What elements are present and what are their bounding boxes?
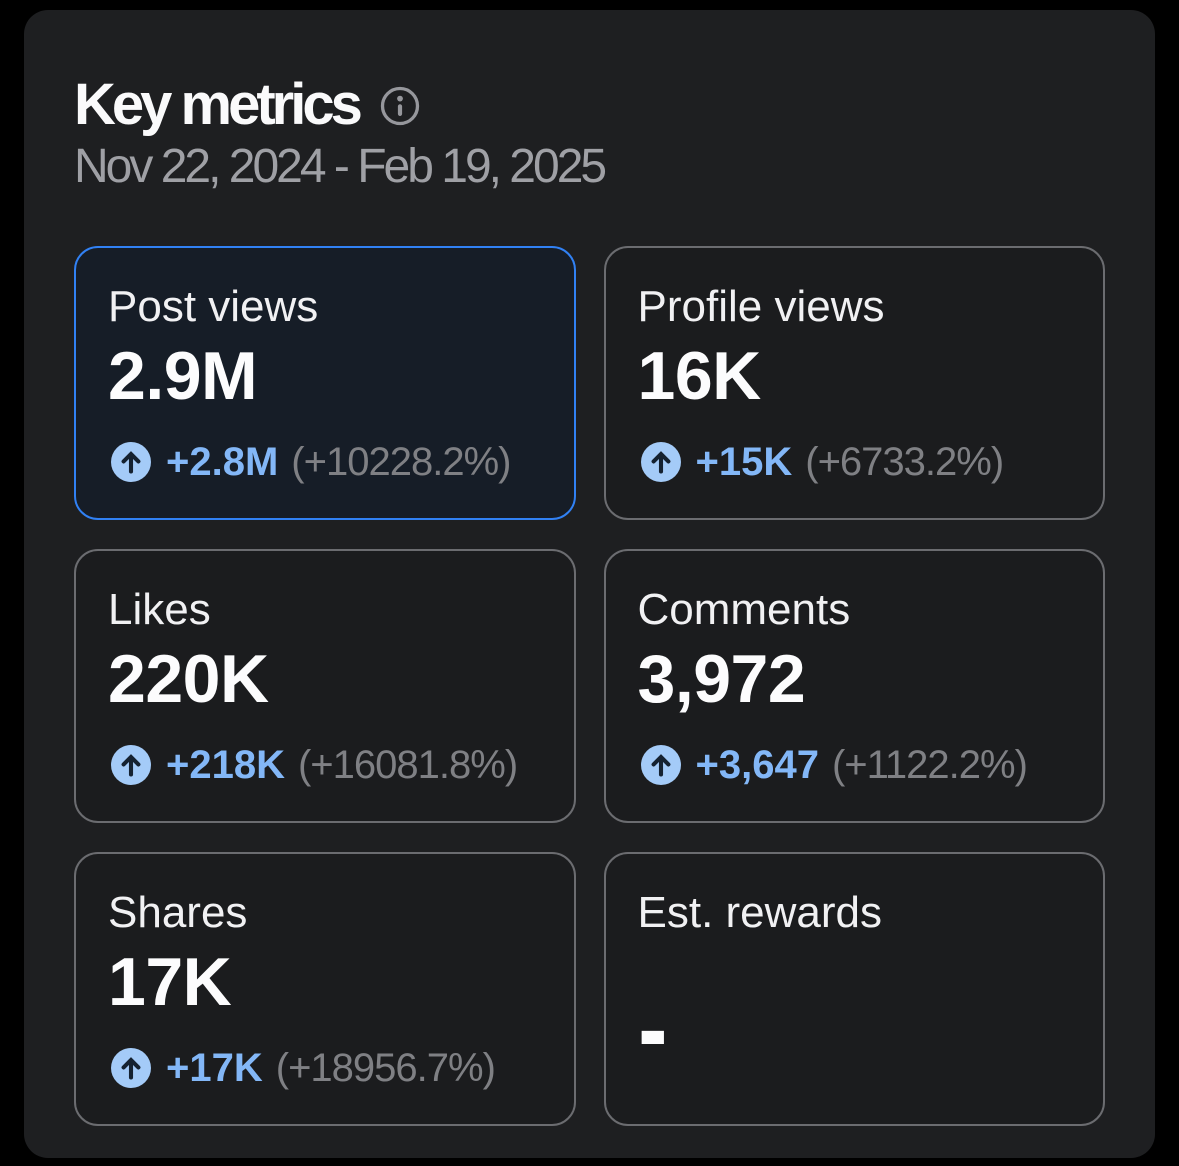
metric-percent: (+16081.8%) bbox=[297, 743, 518, 787]
metric-percent: (+18956.7%) bbox=[275, 1046, 496, 1090]
arrow-up-circle-icon bbox=[111, 1048, 151, 1088]
header-row: Key metrics bbox=[74, 70, 1105, 140]
metric-card-comments[interactable]: Comments 3,972 +3,647 (+1122.2%) bbox=[603, 549, 1105, 823]
metric-label: Likes bbox=[108, 585, 211, 634]
arrow-up-circle-icon bbox=[111, 442, 151, 482]
metric-percent: (+6733.2%) bbox=[805, 440, 1004, 484]
page-title: Key metrics bbox=[74, 72, 363, 137]
metric-value: 3,972 bbox=[637, 641, 806, 717]
metric-label: Comments bbox=[637, 585, 851, 634]
arrow-up-circle-icon bbox=[111, 745, 151, 785]
metrics-grid: Post views 2.9M +2.8M (+10228.2%) Profil… bbox=[74, 246, 1105, 1126]
metric-value: 16K bbox=[637, 338, 762, 414]
info-icon[interactable] bbox=[380, 86, 420, 126]
metric-delta: +218K bbox=[166, 743, 285, 787]
metric-delta-row: +218K (+16081.8%) bbox=[108, 741, 544, 789]
arrow-up-circle-icon bbox=[640, 745, 681, 785]
metric-delta-row: +15K (+6733.2%) bbox=[638, 438, 1074, 486]
metric-delta: +17K bbox=[166, 1046, 263, 1090]
metric-delta: +3,647 bbox=[695, 743, 819, 787]
arrow-up-circle-icon bbox=[640, 442, 681, 482]
metric-card-profile-views[interactable]: Profile views 16K +15K (+6733.2%) bbox=[603, 246, 1105, 520]
key-metrics-panel: Key metrics Nov 22, 2024 - Feb 19, 2025 … bbox=[24, 10, 1155, 1158]
metric-delta-row: +17K (+18956.7%) bbox=[108, 1044, 544, 1092]
metric-label: Est. rewards bbox=[637, 888, 883, 937]
metric-value: - bbox=[639, 992, 667, 1073]
metric-card-est-rewards[interactable]: Est. rewards - bbox=[603, 852, 1105, 1126]
metric-value: 220K bbox=[108, 641, 269, 717]
metric-label: Shares bbox=[108, 888, 248, 937]
metric-delta-row: +3,647 (+1122.2%) bbox=[638, 741, 1074, 789]
metric-card-shares[interactable]: Shares 17K +17K (+18956.7%) bbox=[74, 852, 576, 1126]
metric-delta-row: +2.8M (+10228.2%) bbox=[108, 438, 544, 486]
metric-percent: (+1122.2%) bbox=[831, 743, 1028, 787]
metric-percent: (+10228.2%) bbox=[291, 440, 511, 484]
metric-label: Post views bbox=[108, 282, 319, 331]
metric-delta: +2.8M bbox=[166, 440, 279, 484]
metric-card-likes[interactable]: Likes 220K +218K (+16081.8%) bbox=[74, 549, 576, 823]
metric-label: Profile views bbox=[637, 282, 885, 331]
metric-value: 17K bbox=[108, 944, 232, 1020]
date-range: Nov 22, 2024 - Feb 19, 2025 bbox=[74, 140, 607, 193]
metric-card-post-views[interactable]: Post views 2.9M +2.8M (+10228.2%) bbox=[74, 246, 576, 520]
metric-delta: +15K bbox=[695, 440, 793, 484]
metric-value: 2.9M bbox=[108, 338, 258, 414]
